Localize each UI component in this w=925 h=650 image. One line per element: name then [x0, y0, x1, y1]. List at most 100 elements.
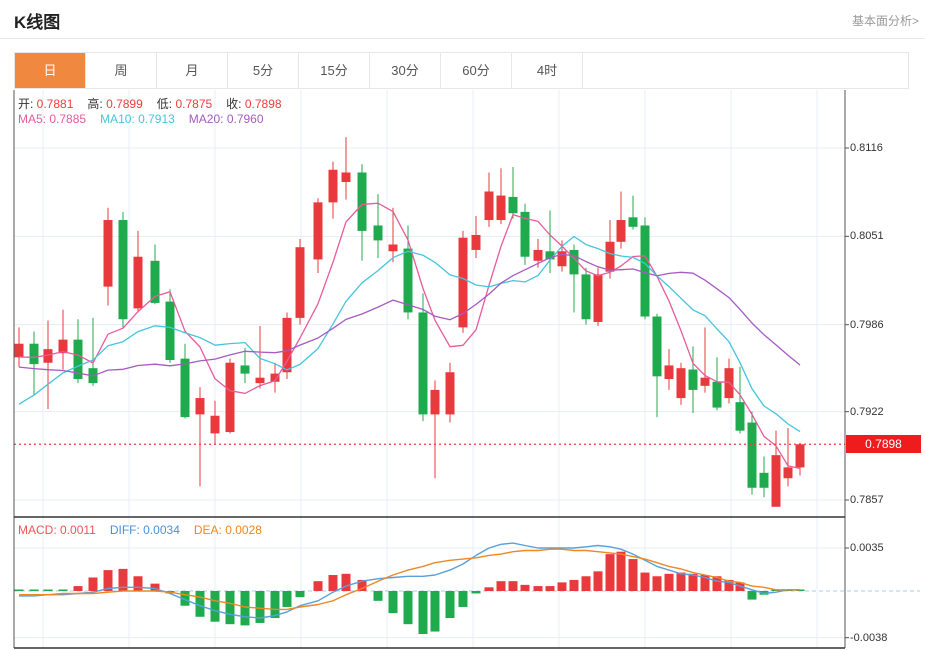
tab-monthly[interactable]: 月 [157, 53, 228, 88]
candle-body [484, 191, 494, 221]
macd-bar [14, 589, 24, 591]
candle-body [180, 358, 190, 418]
macd-bar [270, 591, 280, 619]
macd-bar [255, 591, 265, 623]
candle-body [569, 249, 579, 275]
candle-body [471, 234, 481, 250]
info-close: 收: 0.7898 [226, 97, 282, 111]
candle-body [403, 248, 413, 313]
candle-body [664, 365, 674, 380]
macd-bar [210, 591, 220, 622]
candle-body [103, 220, 113, 287]
info-open: 开: 0.7881 [18, 97, 74, 111]
macd-bar [388, 591, 398, 614]
title-divider [0, 38, 925, 39]
tab-15min[interactable]: 15分 [299, 53, 370, 88]
fundamental-analysis-link[interactable]: 基本面分析> [851, 14, 919, 28]
macd-bar [133, 576, 143, 591]
candle-body [688, 369, 698, 390]
macd-bar [652, 576, 662, 591]
info-diff: DIFF: 0.0034 [109, 523, 180, 537]
macd-bar [403, 591, 413, 625]
interval-tabbar: 日周月 5分 15分 30分 60分 4时 [14, 52, 909, 89]
candle-body [557, 251, 567, 267]
candle-body [14, 343, 24, 358]
macd-bar [295, 591, 305, 598]
info-low: 低: 0.7875 [156, 97, 213, 111]
macd-bar [225, 591, 235, 625]
candle-body [118, 220, 128, 320]
candle-body [313, 202, 323, 260]
info-high: 高: 0.7899 [87, 97, 143, 111]
macd-bar [520, 584, 530, 591]
candle-body [150, 260, 160, 303]
macd-bar [458, 591, 468, 607]
macd-bar [484, 587, 494, 591]
macd-bar [724, 579, 734, 591]
price-axis-label: 0.7922 [850, 405, 884, 418]
candle-body [533, 249, 543, 261]
candle-body [616, 220, 626, 242]
macd-axis-label: 0.0035 [850, 542, 884, 554]
ohlc-info-row: 开: 0.7881 高: 0.7899 低: 0.7875 收: 0.7898 [18, 95, 296, 112]
price-axis-label: 0.8051 [850, 230, 884, 243]
macd-bar [628, 559, 638, 591]
candle-body [373, 225, 383, 241]
macd-bar [533, 586, 543, 591]
candle-body [255, 377, 265, 384]
candle-body [628, 217, 638, 227]
macd-bar [328, 575, 338, 591]
macd-bar [593, 571, 603, 591]
macd-bar [496, 581, 506, 591]
tab-60min[interactable]: 60分 [441, 53, 512, 88]
macd-bar [373, 591, 383, 601]
tab-weekly[interactable]: 周 [86, 53, 157, 88]
candle-body [270, 373, 280, 382]
tab-4hour[interactable]: 4时 [512, 53, 583, 88]
candle-body [445, 372, 455, 415]
candle-body [210, 415, 220, 434]
info-ma5: MA5: 0.7885 [18, 112, 87, 126]
macd-info-row: MACD: 0.0011 DIFF: 0.0034 DEA: 0.0028 [18, 523, 276, 537]
macd-axis-label: -0.0038 [850, 631, 888, 644]
macd-bar [445, 591, 455, 619]
macd-bar [676, 572, 686, 591]
ma10-line [18, 235, 801, 433]
candle-body [195, 398, 205, 415]
candle-body [795, 444, 805, 468]
candle-body [458, 237, 468, 328]
candle-body [165, 301, 175, 361]
candle-body [43, 349, 53, 363]
candle-body [640, 225, 650, 317]
tab-30min[interactable]: 30分 [370, 53, 441, 88]
macd-bar [118, 568, 128, 591]
candle-body [520, 211, 530, 257]
ma-info-row: MA5: 0.7885 MA10: 0.7913 MA20: 0.7960 [18, 112, 278, 126]
macd-bar [43, 589, 53, 591]
ma20-line [18, 253, 801, 377]
candle-body [388, 244, 398, 252]
price-axis-label: 0.8116 [850, 142, 883, 154]
candle-body [225, 362, 235, 433]
tab-daily[interactable]: 日 [15, 53, 86, 88]
macd-bar [616, 551, 626, 591]
candle-body [652, 316, 662, 377]
candle-body [58, 339, 68, 354]
candle-body [430, 389, 440, 415]
info-dea: DEA: 0.0028 [193, 523, 262, 537]
info-ma20: MA20: 0.7960 [188, 112, 264, 126]
candle-body [771, 455, 781, 507]
candle-body [581, 274, 591, 320]
candle-body [73, 339, 83, 380]
candle-body [295, 247, 305, 318]
candle-body [593, 274, 603, 322]
candle-body [29, 343, 39, 365]
candle-body [133, 256, 143, 309]
macd-bar [700, 575, 710, 591]
tab-5min[interactable]: 5分 [228, 53, 299, 88]
dea-line [19, 548, 800, 611]
candle-body [282, 317, 292, 373]
macd-bar [471, 591, 481, 594]
